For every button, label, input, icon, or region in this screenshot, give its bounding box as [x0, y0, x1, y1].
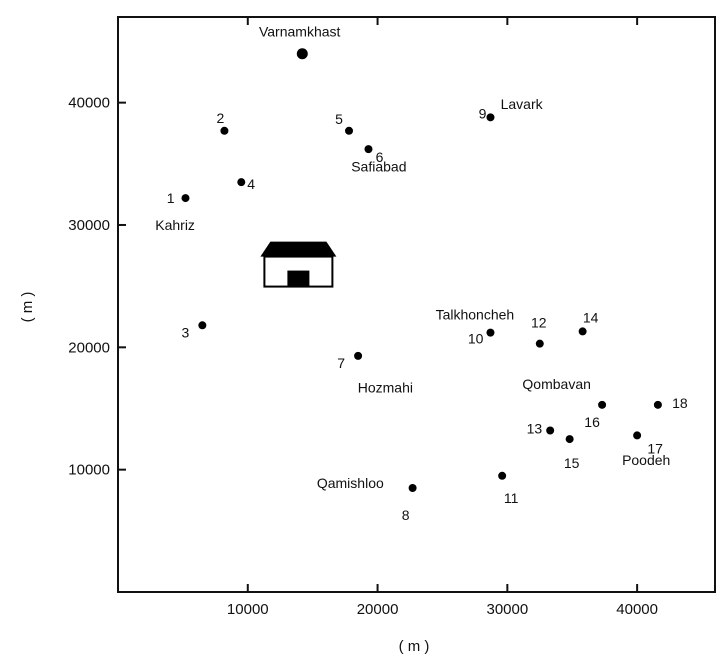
place-label: Hozmahi	[358, 380, 413, 396]
sampling-point-10	[486, 328, 495, 337]
place-label: Safiabad	[351, 158, 406, 174]
y-tick-label: 20000	[68, 339, 110, 356]
point-label-17: 17	[647, 440, 663, 456]
x-tick-label: 30000	[486, 601, 528, 618]
x-tick-label: 40000	[616, 601, 658, 618]
sampling-point-17	[633, 431, 642, 440]
y-tick-label: 40000	[68, 95, 110, 112]
point-label-5: 5	[335, 111, 343, 127]
place-label: Qombavan	[522, 376, 590, 392]
point-label-11: 11	[504, 490, 519, 506]
building-icon	[260, 241, 337, 288]
sampling-point-2	[220, 126, 229, 135]
point-label-12: 12	[531, 315, 547, 331]
sampling-point-3	[198, 321, 207, 330]
point-label-8: 8	[402, 507, 410, 523]
place-label: Talkhoncheh	[436, 306, 515, 322]
sampling-point-14	[578, 327, 587, 336]
point-label-9: 9	[479, 105, 487, 121]
point-label-14: 14	[583, 309, 599, 325]
point-label-13: 13	[527, 421, 543, 437]
point-label-1: 1	[167, 190, 175, 206]
point-label-7: 7	[337, 355, 345, 371]
town-marker	[296, 48, 308, 60]
place-labels: Varnamkhast Lavark Safiabad Kahriz Talkhonch…	[155, 24, 670, 491]
sampling-point-18	[653, 400, 662, 409]
x-tick-label: 20000	[357, 601, 399, 618]
building-roof	[260, 241, 337, 257]
sampling-point-8	[408, 484, 417, 493]
sampling-point-13	[546, 426, 555, 435]
place-label: Qamishloo	[317, 475, 384, 491]
sampling-point-12	[535, 339, 544, 348]
sampling-point-5	[345, 126, 354, 135]
sampling-point-16	[598, 400, 607, 409]
plot-frame	[117, 16, 716, 593]
y-tick-label: 10000	[68, 462, 110, 479]
point-label-10: 10	[468, 331, 484, 347]
y-axis-title: ( m )	[19, 292, 36, 323]
sampling-point-4	[237, 178, 246, 187]
point-label-2: 2	[217, 110, 225, 126]
x-tick-label: 10000	[227, 601, 269, 618]
place-label: Lavark	[501, 96, 544, 112]
point-label-16: 16	[584, 414, 600, 430]
x-axis-title: ( m )	[399, 638, 430, 655]
sampling-point-9	[486, 113, 495, 122]
point-label-6: 6	[376, 149, 384, 165]
place-label: Poodeh	[622, 452, 670, 468]
point-label-3: 3	[182, 324, 190, 340]
sampling-point-1	[181, 194, 190, 203]
sampling-point-15	[565, 435, 574, 444]
y-tick-label: 30000	[68, 217, 110, 234]
axis-ticks: 10000 20000 30000 40000 10000 20000 30000 40000	[68, 17, 658, 618]
sampling-point-11	[498, 471, 507, 480]
point-label-18: 18	[672, 395, 688, 411]
sampling-point-7	[354, 351, 363, 360]
place-label: Kahriz	[155, 217, 195, 233]
building-door	[287, 270, 310, 287]
point-label-15: 15	[564, 455, 580, 471]
place-label: Varnamkhast	[259, 24, 341, 40]
sampling-point-6	[364, 145, 373, 154]
point-label-4: 4	[247, 176, 255, 192]
